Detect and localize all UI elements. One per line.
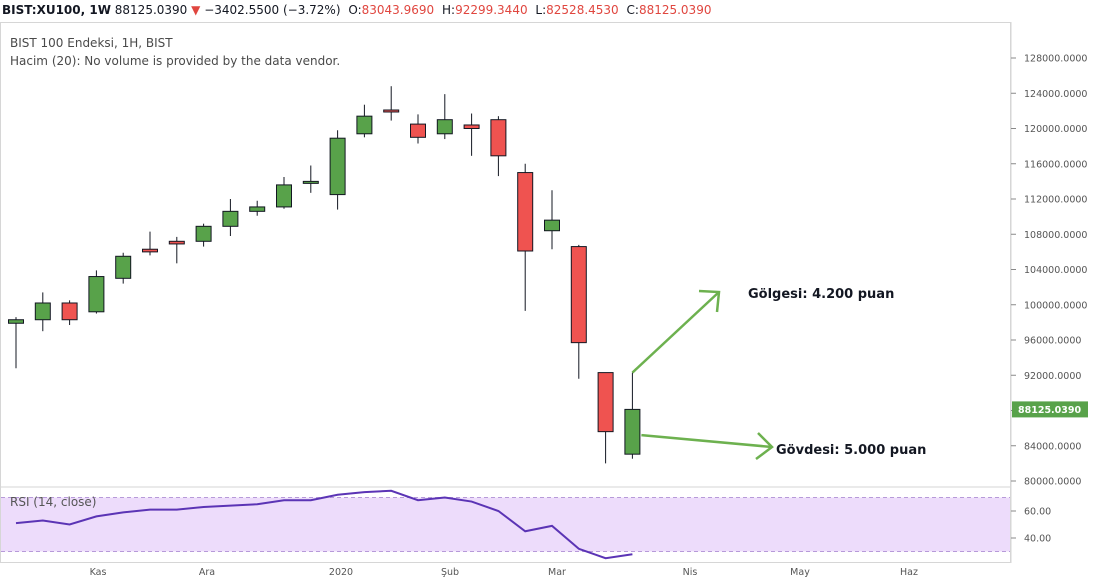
price-tick-label: 124000.0000 [1024,89,1087,100]
price-tick-label: 116000.0000 [1024,159,1087,170]
candle-body [383,109,400,113]
price-tick-label: 120000.0000 [1024,124,1087,135]
candle-body [34,302,51,321]
body-arrowhead [755,432,774,460]
time-tick-label: Şub [441,567,459,578]
time-tick-label: Nis [683,567,698,578]
price-change: −3402.5500 (−3.72%) [204,3,341,17]
candle-body [195,225,212,242]
candle-body [570,246,587,344]
rsi-band [1,497,1010,552]
price-header: BIST:XU100, 1W 88125.0390 ▼ −3402.5500 (… [0,0,1095,22]
last-price-badge [1012,401,1088,418]
high-label: H: [441,3,456,17]
candle-body [249,206,266,212]
candle-body [597,372,614,433]
shadow-arrow [631,291,720,374]
candle-body [61,302,78,321]
change-arrow-icon: ▼ [191,3,201,17]
candle-body [276,184,292,208]
candle-body [302,180,319,184]
candle-body [356,115,373,135]
time-tick-label: May [790,567,810,578]
candle-body [436,119,453,135]
candle-body [624,408,641,455]
body-annotation: Gövdesi: 5.000 puan [776,443,926,458]
price-tick-label: 112000.0000 [1024,195,1087,206]
candle-body [490,119,507,157]
time-tick-label: Ara [199,567,215,578]
price-tick-label: 80000.0000 [1024,477,1081,488]
shadow-arrowhead [698,289,721,313]
close-value: 88125.0390 [638,3,712,17]
open-value: 83043.9690 [361,3,435,17]
price-tick-label: 92000.0000 [1024,371,1081,382]
legend-title[interactable]: BIST 100 Endeksi, 1H, BIST [10,36,173,50]
high-value: 92299.3440 [455,3,528,17]
candle-body [142,248,158,253]
close-label: C: [626,3,639,17]
candle-body [168,240,185,245]
open-label: O: [348,3,362,17]
rsi-line [15,489,633,560]
price-tick-label: 108000.0000 [1024,230,1087,241]
candle-body [463,124,480,129]
time-tick-label: Kas [90,567,107,578]
last-price: 88125.0390 [114,3,188,17]
price-tick-label: 84000.0000 [1024,441,1081,452]
candle-body [544,219,560,232]
rsi-label[interactable]: RSI (14, close) [10,495,97,509]
candle-body [222,210,239,227]
candle-body [329,137,346,196]
legend-volume: Hacim (20): No volume is provided by the… [10,54,341,68]
low-value: 82528.4530 [546,3,619,17]
candle-body [410,123,426,138]
symbol-label[interactable]: BIST:XU100, 1W [2,3,111,17]
shadow-annotation: Gölgesi: 4.200 puan [748,287,894,302]
candle-body [88,276,105,313]
low-label: L: [535,3,547,17]
candle-body [8,319,24,324]
price-tick-label: 100000.0000 [1024,300,1087,311]
last-price-badge-text: 88125.0390 [1018,405,1081,416]
time-tick-label: Haz [900,567,918,578]
price-tick-label: 128000.0000 [1024,54,1087,65]
time-tick-label: 2020 [329,567,353,578]
body-arrow [641,433,773,449]
price-tick-label: 104000.0000 [1024,265,1087,276]
chart-legend: BIST 100 Endeksi, 1H, BIST Hacim (20): N… [10,34,340,70]
rsi-tick-label: 60.00 [1024,507,1051,518]
candle-body [115,255,132,279]
rsi-tick-label: 40.00 [1024,534,1051,545]
candle-body [517,172,534,252]
price-tick-label: 96000.0000 [1024,336,1081,347]
time-tick-label: Mar [548,567,566,578]
